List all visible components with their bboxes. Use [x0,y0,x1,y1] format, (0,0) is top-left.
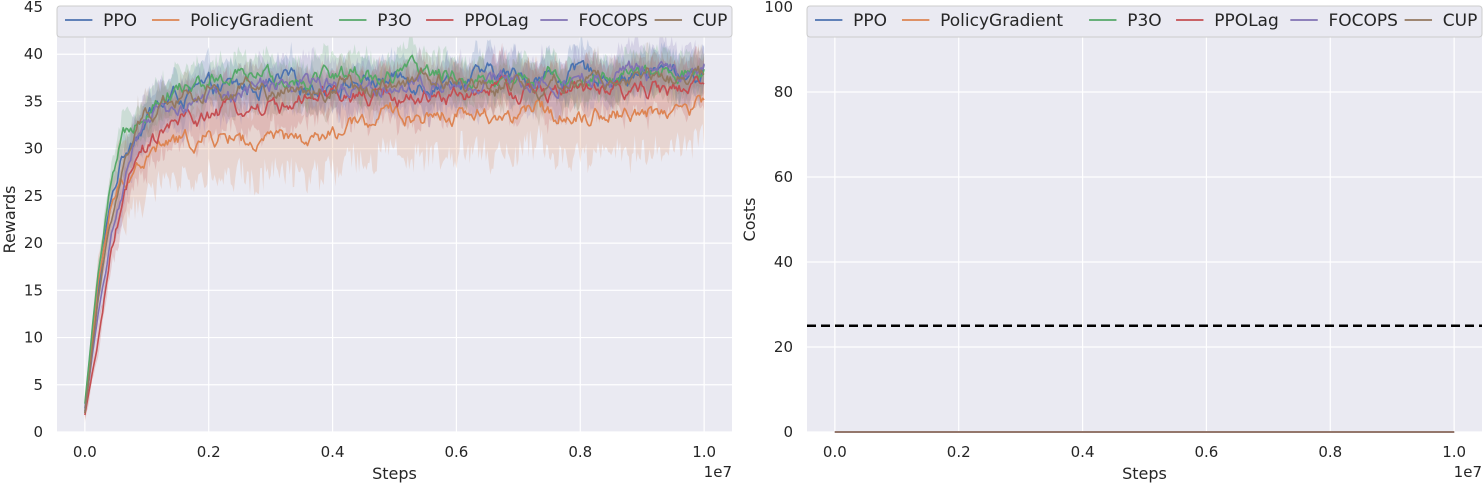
x-tick-label: 0.2 [947,443,971,461]
x-tick-label: 0.8 [568,443,592,461]
legend-box [56,5,733,38]
x-tick-label: 0.0 [73,443,97,461]
x-tick-label: 1.0 [692,443,716,461]
y-tick-label: 20 [24,234,43,252]
x-tick-label: 0.6 [1194,443,1218,461]
y-tick-label: 40 [24,45,43,63]
y-axis-label: Rewards [0,186,19,254]
y-tick-label: 25 [24,187,43,205]
panel-1: 0.0 0.2 0.4 0.6 0.8 1.0 0 5 10 15 20 25 30 35 40 45 Step… [0,0,733,483]
legend-label-policygradient: PolicyGradient [940,11,1063,31]
series-line-focops [84,60,705,412]
legend-label-ppolag: PPOLag [1214,11,1279,31]
band-ppolag [84,42,705,423]
series-lines [84,54,705,416]
legend-box [806,5,1483,38]
legend-label-p3o: P3O [1127,11,1161,31]
x-tick-label: 0.8 [1318,443,1342,461]
legend-label-ppolag: PPOLag [464,11,529,31]
y-tick-label: 10 [24,329,43,347]
y-tick-label: 0 [33,423,43,441]
series-line-policygradient [84,94,705,414]
legend: PPO PolicyGradient P3O PPOLag FOCOPS CUP [806,5,1483,38]
band-ppo [84,35,705,413]
band-policygradient [84,43,705,420]
legend-label-policygradient: PolicyGradient [190,11,313,31]
x-tick-label: 0.4 [1071,443,1095,461]
series-line-cup [84,65,705,414]
panel-2: 0.0 0.2 0.4 0.6 0.8 1.0 0 20 40 60 80 100 Steps Costs… [740,0,1483,483]
x-offset-label: 1e7 [704,463,732,481]
y-tick-label: 60 [774,168,793,186]
y-tick-label: 30 [24,140,43,158]
x-tick-label: 0.2 [197,443,221,461]
legend-label-cup: CUP [1443,11,1478,31]
y-tick-label: 5 [33,376,43,394]
legend-label-focops: FOCOPS [1329,11,1398,31]
x-tick-label: 1.0 [1442,443,1466,461]
legend-label-ppo: PPO [853,11,887,31]
x-tick-label: 0.6 [444,443,468,461]
legend: PPO PolicyGradient P3O PPOLag FOCOPS CUP [56,5,733,38]
x-axis-label: Steps [372,464,417,483]
y-axis-label: Costs [740,198,759,242]
x-offset-label: 1e7 [1454,463,1482,481]
y-tick-label: 20 [774,338,793,356]
y-tick-label: 100 [764,0,793,16]
y-tick-label: 80 [774,83,793,101]
series-line-ppolag [84,74,705,416]
x-axis-label: Steps [1122,464,1167,483]
legend-label-ppo: PPO [103,11,137,31]
y-tick-label: 0 [783,423,793,441]
plot-background [807,7,1482,432]
legend-label-p3o: P3O [377,11,411,31]
x-tick-label: 0.4 [321,443,345,461]
x-tick-label: 0.0 [823,443,847,461]
y-tick-label: 35 [24,92,43,110]
y-tick-label: 15 [24,281,43,299]
y-tick-label: 40 [774,253,793,271]
y-tick-label: 45 [24,0,43,16]
band-cup [84,42,705,418]
legend-label-focops: FOCOPS [579,11,648,31]
legend-label-cup: CUP [693,11,728,31]
